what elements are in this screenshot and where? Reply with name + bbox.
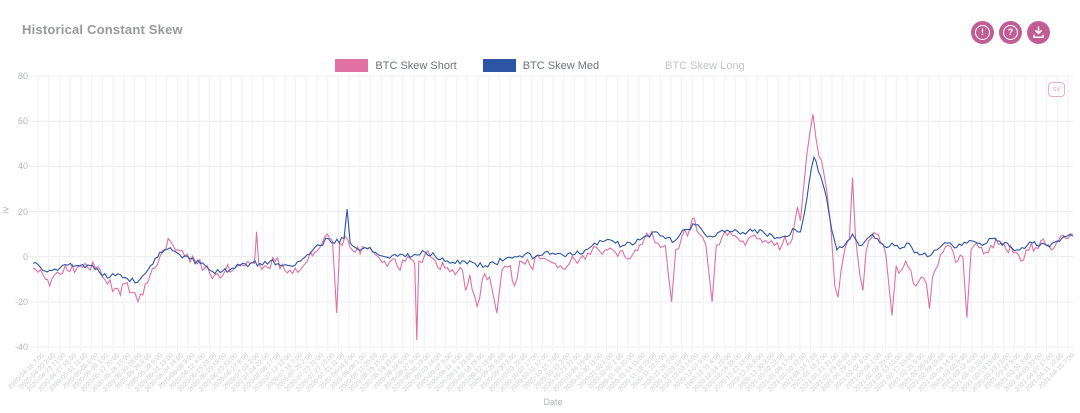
y-axis-title: iv [0, 206, 11, 214]
series-btc-skew-med [33, 155, 1073, 284]
legend-label: BTC Skew Med [522, 59, 600, 72]
legend-label: BTC Skew Short [375, 59, 457, 72]
y-tick-label: 60 [17, 116, 28, 127]
x-axis-title: Date [543, 397, 563, 407]
legend-item-btc-skew-short[interactable]: BTC Skew Short [335, 59, 457, 72]
help-button[interactable]: ? [999, 21, 1022, 44]
download-button[interactable] [1027, 21, 1050, 44]
legend-item-btc-skew-med[interactable]: BTC Skew Med [482, 59, 600, 72]
help-icon: ? [1003, 25, 1018, 40]
legend-label: BTC Skew Long [665, 59, 745, 72]
legend: BTC Skew Short BTC Skew Med BTC Skew Lon… [0, 59, 1080, 72]
y-tick-label: 40 [17, 161, 28, 172]
info-button[interactable]: ! [971, 21, 994, 44]
download-icon [1033, 26, 1044, 38]
legend-swatch-med [482, 59, 516, 72]
y-tick-label: 80 [17, 71, 28, 81]
info-icon: ! [975, 25, 990, 40]
chart-title: Historical Constant Skew [22, 22, 183, 37]
y-tick-label: 0 [22, 251, 28, 262]
y-tick-label: -40 [14, 342, 28, 352]
legend-item-btc-skew-long[interactable]: BTC Skew Long [625, 59, 744, 72]
y-tick-label: 20 [17, 206, 28, 217]
legend-swatch-short [335, 59, 369, 72]
y-tick-label: -20 [14, 296, 28, 307]
sv-badge-icon[interactable]: sv [1048, 82, 1065, 97]
toolbar: ! ? [971, 21, 1050, 44]
